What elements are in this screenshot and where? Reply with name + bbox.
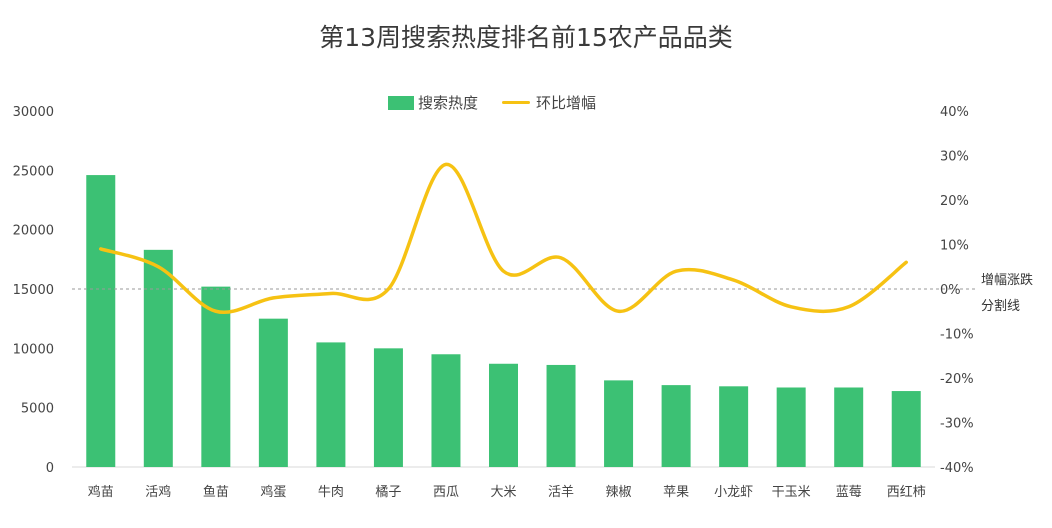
bar bbox=[604, 380, 634, 467]
legend-item-bar: 搜索热度 bbox=[388, 92, 478, 113]
y-right-tick-label: -30% bbox=[940, 417, 974, 432]
growth-line bbox=[99, 162, 908, 315]
reference-line-label-line1: 增幅涨跌 bbox=[981, 273, 1034, 288]
y-right-tick-label: 20% bbox=[940, 194, 969, 209]
y-left-tick-label: 20000 bbox=[13, 224, 54, 239]
y-left-tick-label: 5000 bbox=[21, 402, 54, 417]
legend-line-swatch bbox=[502, 101, 531, 104]
bar bbox=[661, 385, 691, 467]
y-right-tick-label: -10% bbox=[940, 328, 974, 343]
y-left-tick-label: 25000 bbox=[13, 164, 54, 179]
bar bbox=[316, 342, 346, 467]
bar bbox=[143, 249, 173, 467]
x-tick-label: 西瓜 bbox=[433, 485, 459, 500]
y-right-tick-label: -20% bbox=[940, 372, 974, 387]
bar bbox=[86, 175, 116, 467]
y-right-tick-label: 40% bbox=[940, 105, 969, 120]
y-left-tick-label: 10000 bbox=[13, 342, 54, 357]
labels: 0 5000 10000 15000 20000 25000 30000 -40% -30% -2… bbox=[13, 105, 974, 500]
x-tick-label: 苹果 bbox=[663, 485, 689, 500]
y-left-tick-label: 30000 bbox=[13, 105, 54, 120]
legend-bar-label: 搜索热度 bbox=[418, 94, 479, 112]
x-tick-label: 鱼苗 bbox=[203, 484, 229, 500]
legend: 搜索热度 环比增幅 bbox=[388, 92, 620, 113]
bar bbox=[546, 364, 576, 467]
bar bbox=[834, 387, 864, 467]
reference-line-label: 增幅涨跌 分割线 bbox=[981, 268, 1033, 320]
x-tick-label: 牛肉 bbox=[318, 485, 344, 500]
x-tick-label: 辣椒 bbox=[606, 485, 632, 500]
reference-line-label-line2: 分割线 bbox=[981, 299, 1021, 314]
x-tick-label: 蓝莓 bbox=[836, 485, 862, 500]
bar bbox=[373, 348, 403, 467]
x-tick-label: 鸡蛋 bbox=[260, 484, 286, 500]
bar bbox=[258, 318, 288, 467]
x-tick-label: 橘子 bbox=[375, 484, 401, 500]
legend-bar-swatch bbox=[388, 95, 414, 110]
y-right-tick-label: 10% bbox=[940, 239, 969, 254]
bar bbox=[776, 387, 806, 467]
bar bbox=[431, 354, 461, 467]
growth-line-group bbox=[99, 162, 908, 315]
bar bbox=[201, 286, 231, 467]
x-tick-label: 小龙虾 bbox=[714, 485, 753, 500]
x-tick-label: 活羊 bbox=[548, 484, 574, 500]
x-tick-label: 鸡苗 bbox=[88, 484, 114, 500]
legend-line-label: 环比增幅 bbox=[536, 94, 597, 112]
legend-item-line: 环比增幅 bbox=[502, 92, 596, 113]
y-left-tick-label: 15000 bbox=[13, 283, 54, 298]
x-tick-label: 干玉米 bbox=[772, 485, 811, 500]
chart-title: 第13周搜索热度排名前15农产品品类 bbox=[319, 23, 733, 52]
bar bbox=[719, 386, 749, 467]
bar bbox=[891, 391, 921, 467]
x-tick-label: 西红柿 bbox=[887, 484, 926, 500]
bars bbox=[86, 175, 921, 467]
y-left-tick-label: 0 bbox=[46, 461, 54, 476]
y-right-tick-label: 30% bbox=[940, 150, 969, 165]
y-right-tick-label: 0% bbox=[940, 283, 961, 298]
x-tick-label: 活鸡 bbox=[145, 484, 171, 500]
y-right-tick-label: -40% bbox=[940, 461, 974, 476]
x-tick-label: 大米 bbox=[490, 485, 516, 500]
bar bbox=[489, 363, 518, 467]
